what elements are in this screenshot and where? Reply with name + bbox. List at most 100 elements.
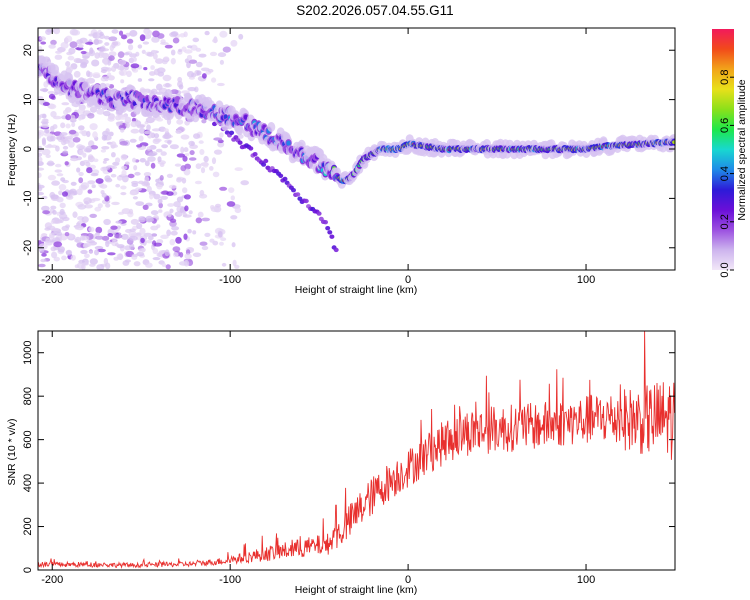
heatmap-cell — [141, 181, 150, 187]
heatmap-cell — [151, 36, 160, 43]
heatmap-cell — [40, 258, 47, 263]
heatmap-cell — [213, 149, 223, 155]
heatmap-cell — [201, 119, 207, 124]
heatmap-cell — [325, 226, 331, 231]
heatmap-cell — [139, 158, 146, 163]
snr-x-tick-label: 0 — [405, 574, 411, 586]
heatmap-cell — [204, 232, 211, 237]
heatmap-cell — [51, 251, 58, 259]
heatmap-cell — [74, 236, 82, 243]
heatmap-cell — [217, 52, 227, 58]
heatmap-cell — [75, 225, 84, 231]
heatmap-cell — [111, 29, 119, 34]
heatmap-cell — [65, 61, 71, 67]
heatmap-cell — [71, 122, 76, 128]
heatmap-cell — [119, 70, 125, 76]
heatmap-cell — [38, 172, 42, 178]
heatmap-cell — [68, 129, 77, 135]
spectrogram-x-tick-label: 100 — [577, 274, 595, 286]
heatmap-cell — [38, 247, 45, 253]
heatmap-cell — [188, 157, 197, 161]
heatmap-cell — [57, 246, 65, 253]
heatmap-cell — [44, 222, 53, 230]
heatmap-cell — [70, 157, 79, 162]
heatmap-cell — [180, 146, 185, 154]
colorbar-tick-label: 0.8 — [719, 70, 731, 85]
heatmap-cell — [76, 167, 81, 173]
snr-y-axis-title: SNR (10 * v/v) — [6, 418, 18, 485]
heatmap-cell — [144, 176, 150, 183]
heatmap-cell — [217, 141, 225, 148]
heatmap-cell — [231, 242, 236, 248]
heatmap-cell — [103, 110, 111, 117]
heatmap-cell — [60, 41, 69, 49]
heatmap-cell — [170, 49, 176, 56]
heatmap-cell — [60, 122, 66, 129]
heatmap-cell — [61, 255, 67, 261]
heatmap-cell — [157, 33, 165, 39]
heatmap-cell — [92, 131, 98, 139]
heatmap-cell — [212, 171, 220, 178]
heatmap-cell — [295, 192, 301, 197]
heatmap-cell — [232, 259, 237, 267]
snr-frame — [37, 330, 676, 571]
heatmap-cell — [145, 262, 153, 268]
heatmap-cell — [55, 135, 61, 140]
heatmap-cell — [157, 198, 163, 204]
heatmap-cell — [175, 97, 180, 103]
heatmap-cell — [44, 144, 54, 149]
heatmap-cell — [166, 229, 172, 237]
heatmap-cell — [66, 51, 73, 56]
heatmap-cell — [192, 37, 200, 43]
heatmap-cell — [58, 190, 63, 196]
heatmap-cell — [72, 211, 78, 218]
heatmap-cell — [104, 76, 109, 82]
heatmap-cell — [188, 59, 198, 64]
heatmap-cell — [165, 82, 171, 88]
heatmap-cell — [220, 237, 227, 241]
heatmap-cell — [120, 127, 125, 133]
heatmap-cell — [89, 123, 98, 131]
heatmap-cell — [183, 233, 188, 240]
spectrogram-y-tick-label: -20 — [22, 240, 34, 256]
heatmap-cell — [107, 252, 116, 256]
heatmap-cell — [95, 178, 104, 184]
heatmap-cell — [237, 140, 243, 145]
heatmap-cell — [80, 182, 90, 190]
spectrogram-y-tick-label: 10 — [22, 93, 34, 105]
heatmap-cell — [184, 153, 190, 156]
colorbar-tick-label: 0.2 — [719, 214, 731, 229]
heatmap-cell — [119, 141, 128, 146]
heatmap-cell — [151, 49, 157, 54]
colorbar-title: Normalized spectral amplitude — [736, 79, 748, 220]
heatmap-cell — [195, 61, 203, 68]
heatmap-cell — [178, 84, 184, 90]
heatmap-cell — [89, 213, 97, 218]
heatmap-cell — [62, 191, 68, 197]
heatmap-cell — [90, 145, 99, 150]
heatmap-cell — [202, 73, 207, 79]
heatmap-cell — [76, 144, 84, 150]
heatmap-cell — [54, 169, 63, 173]
heatmap-cell — [128, 44, 134, 51]
heatmap-cell — [80, 50, 87, 55]
heatmap-cell — [78, 177, 84, 184]
heatmap-cell — [129, 243, 135, 251]
heatmap-cell — [99, 184, 108, 189]
heatmap-cell — [157, 156, 162, 163]
heatmap-cell — [164, 89, 173, 99]
heatmap-cell — [153, 133, 160, 139]
heatmap-cell — [120, 79, 125, 84]
heatmap-cell — [197, 211, 204, 218]
heatmap-cell — [150, 162, 156, 169]
heatmap-cell — [96, 264, 105, 270]
heatmap-cell — [91, 184, 96, 189]
heatmap-cell — [193, 133, 201, 140]
heatmap-cell — [97, 248, 106, 253]
heatmap-cell — [238, 33, 244, 40]
heatmap-cell — [89, 258, 98, 265]
heatmap-cell — [162, 60, 168, 65]
heatmap-cell — [139, 227, 146, 235]
heatmap-cell — [160, 234, 169, 239]
